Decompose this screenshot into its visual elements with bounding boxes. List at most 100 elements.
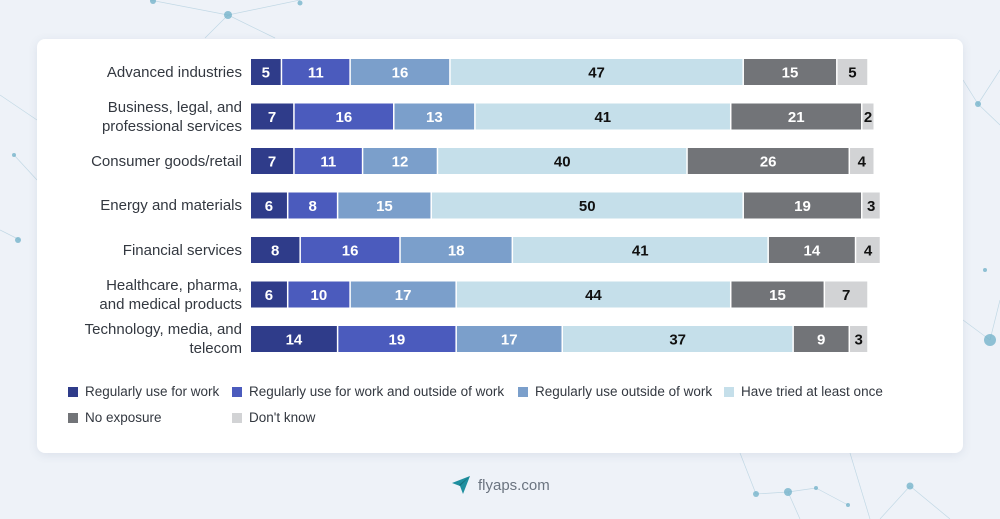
chart-legend: Regularly use for work Regularly use for … <box>68 384 948 434</box>
bar-value-label: 11 <box>308 65 324 82</box>
bar-segment <box>731 103 862 130</box>
legend-item: Have tried at least once <box>724 384 883 399</box>
bar-value-label: 16 <box>392 65 409 82</box>
bar-value-label: 19 <box>794 198 811 215</box>
bar-segment <box>338 192 431 219</box>
legend-swatch <box>68 412 78 423</box>
bar-segment <box>350 281 456 308</box>
bar-segment <box>282 59 350 85</box>
bar-value-label: 4 <box>858 154 867 171</box>
footer-site-text: flyaps.com <box>478 476 550 494</box>
bar-value-label: 17 <box>395 287 412 304</box>
bar-value-label: 7 <box>268 154 276 171</box>
bar-segment <box>743 59 837 85</box>
bar-segment <box>563 326 793 352</box>
bar-segment <box>251 59 281 85</box>
bar-segment <box>475 103 730 130</box>
bar-value-label: 6 <box>265 287 273 304</box>
bar-value-label: 18 <box>448 243 465 260</box>
legend-item: Don't know <box>232 410 315 425</box>
category-label: Technology, media, and telecom <box>32 320 242 358</box>
bar-segment <box>251 148 294 174</box>
bar-value-label: 15 <box>782 65 799 82</box>
bar-value-label: 14 <box>804 243 821 260</box>
bar-value-label: 8 <box>271 243 279 260</box>
bar-value-label: 47 <box>588 65 605 82</box>
category-label-line: and medical products <box>99 295 242 313</box>
bar-segment <box>513 237 768 263</box>
legend-item: No exposure <box>68 410 162 425</box>
bar-segment <box>450 59 743 85</box>
legend-item: Regularly use for work <box>68 384 219 399</box>
category-label: Energy and materials <box>32 196 242 215</box>
category-label: Healthcare, pharma, and medical products <box>32 276 242 314</box>
bar-segment <box>251 281 287 308</box>
bar-value-label: 4 <box>864 243 873 260</box>
legend-label: Regularly use for work <box>85 384 220 399</box>
bar-segment <box>768 237 855 263</box>
category-label-line: Energy and materials <box>100 197 242 214</box>
bar-value-label: 41 <box>594 109 611 126</box>
bar-value-label: 9 <box>817 332 825 349</box>
bar-value-label: 50 <box>579 198 596 215</box>
bar-value-label: 44 <box>585 287 602 304</box>
category-label-line: Technology, media, and <box>84 321 242 338</box>
bar-segment <box>731 281 824 308</box>
category-label-line: Consumer goods/retail <box>91 152 242 170</box>
bar-value-label: 7 <box>268 109 276 126</box>
category-label-line: Healthcare, pharma, <box>106 276 242 294</box>
category-label: Consumer goods/retail <box>32 152 242 171</box>
bar-segment <box>431 192 743 219</box>
bar-segment <box>400 237 512 263</box>
category-label-line: Financial services <box>122 241 242 259</box>
bar-segment <box>251 192 287 219</box>
bar-value-label: 26 <box>760 154 777 171</box>
paper-plane-logo-icon <box>452 476 470 494</box>
legend-swatch <box>724 386 734 397</box>
bar-segment <box>825 281 868 308</box>
bar-segment <box>288 281 350 308</box>
bar-value-label: 14 <box>286 332 303 349</box>
bar-segment <box>856 237 880 263</box>
legend-swatch <box>68 386 78 397</box>
category-label: Business, legal, and professional service… <box>32 98 242 136</box>
bar-value-label: 3 <box>854 332 862 349</box>
legend-label: Have tried at least once <box>741 384 883 399</box>
stacked-bar-chart: 5 11 16 47 15 57 16 13 41 21 27 11 12 40 26 46 8 15 50 19 38… <box>251 59 880 352</box>
bar-value-label: 21 <box>788 109 805 126</box>
legend-label: Regularly use outside of work <box>535 384 713 399</box>
bar-segment <box>862 103 874 130</box>
bar-value-label: 7 <box>842 287 850 304</box>
bar-segment <box>394 103 475 130</box>
legend-swatch <box>232 412 242 423</box>
bar-segment <box>251 326 337 352</box>
bar-value-label: 16 <box>342 243 359 260</box>
bar-segment <box>288 192 337 219</box>
bar-segment <box>793 326 849 352</box>
bar-segment <box>251 103 294 130</box>
bar-segment <box>862 192 880 219</box>
bar-segment <box>294 148 362 174</box>
bar-value-label: 41 <box>632 243 649 260</box>
legend-label: Regularly use for work and outside of wo… <box>249 384 505 399</box>
bar-segment <box>438 148 687 174</box>
category-label-line: telecom <box>189 340 242 357</box>
bar-value-label: 6 <box>265 198 273 215</box>
bar-value-label: 12 <box>392 154 409 171</box>
bar-value-label: 5 <box>848 65 856 82</box>
bar-value-label: 15 <box>376 198 393 215</box>
legend-swatch <box>232 386 242 397</box>
bar-segment <box>363 148 437 174</box>
legend-item: Regularly use for work and outside of wo… <box>232 384 504 399</box>
category-label-line: professional services <box>101 117 242 135</box>
legend-item: Regularly use outside of work <box>518 384 712 399</box>
bar-value-label: 37 <box>669 332 686 349</box>
bar-segment <box>687 148 849 174</box>
bar-value-label: 13 <box>426 109 443 126</box>
bar-value-label: 16 <box>336 109 353 126</box>
bar-value-label: 10 <box>311 287 328 304</box>
category-label: Advanced industries <box>32 63 242 82</box>
bar-value-label: 11 <box>320 154 336 171</box>
bar-segment <box>294 103 394 130</box>
